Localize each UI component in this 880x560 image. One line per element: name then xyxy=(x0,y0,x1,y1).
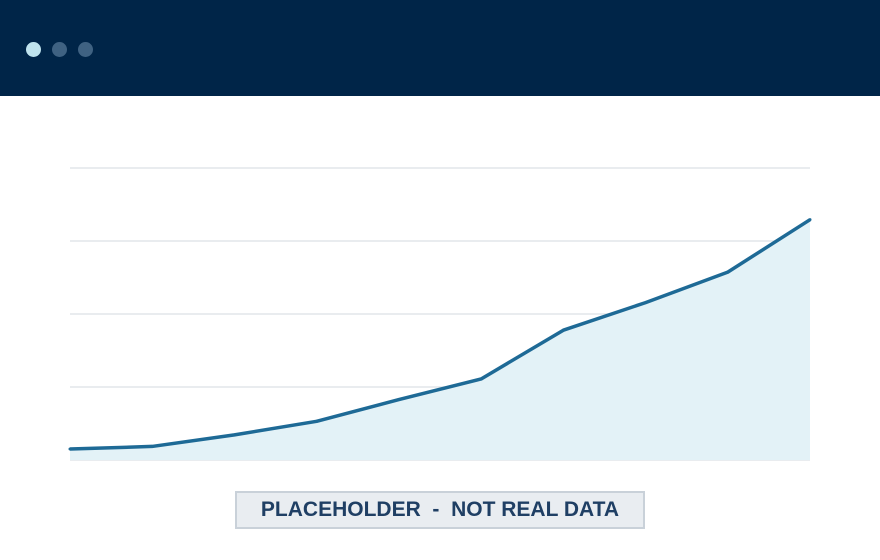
area-chart xyxy=(68,167,812,461)
data-point-2 xyxy=(232,433,236,437)
series-line xyxy=(69,218,811,451)
data-point-4 xyxy=(397,398,401,402)
data-point-9 xyxy=(808,218,812,222)
data-point-3 xyxy=(315,419,319,423)
window-dot-1[interactable] xyxy=(26,42,41,57)
chart-area xyxy=(0,96,880,476)
data-point-1 xyxy=(150,444,154,448)
window-dot-3[interactable] xyxy=(78,42,93,57)
data-point-8 xyxy=(726,270,730,274)
data-point-0 xyxy=(68,447,72,451)
window-titlebar xyxy=(0,0,880,96)
window-dot-2[interactable] xyxy=(52,42,67,57)
data-point-6 xyxy=(561,328,565,332)
data-point-5 xyxy=(479,377,483,381)
series-area xyxy=(70,219,810,460)
placeholder-badge: PLACEHOLDER - NOT REAL DATA xyxy=(235,491,645,529)
data-point-7 xyxy=(644,301,648,305)
